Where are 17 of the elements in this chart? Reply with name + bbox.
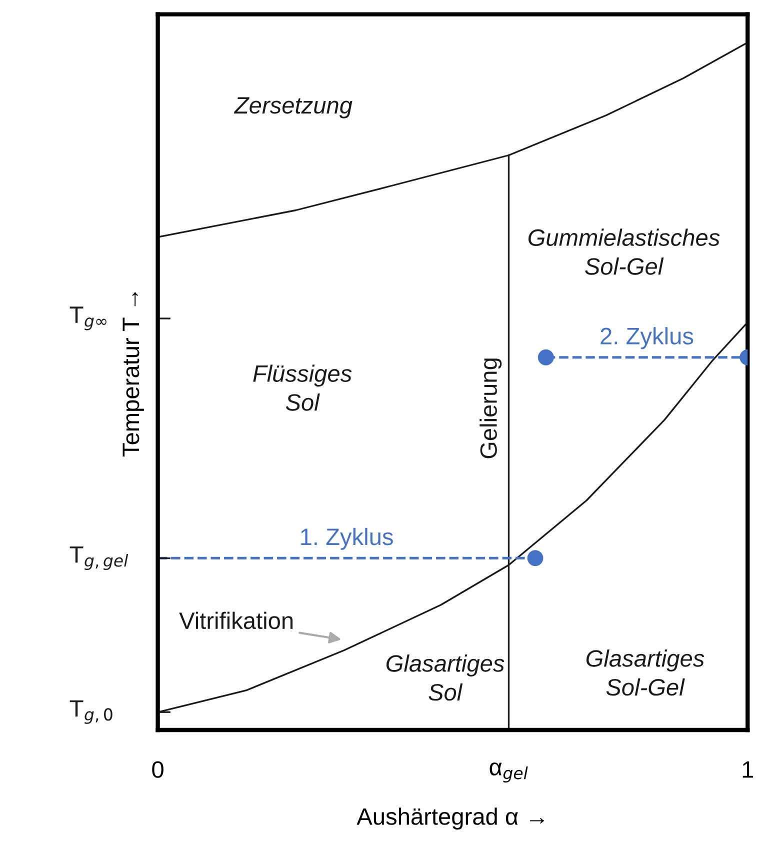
annotation: Flüssiges Sol bbox=[253, 364, 352, 411]
x-tick-label: α$_{gel}$ bbox=[490, 762, 528, 783]
annotation: Gummielastisches Sol-Gel bbox=[528, 228, 720, 275]
text: T$_{g,gel}$ bbox=[70, 546, 128, 570]
text: T$_{g∞}$ bbox=[70, 306, 106, 330]
annotation: Zersetzung bbox=[234, 97, 352, 118]
x-tick-label: 1 bbox=[742, 761, 754, 778]
x-tick-label: 0 bbox=[152, 761, 164, 778]
series-label: 2. Zyklus bbox=[600, 327, 694, 350]
text: Gelierung bbox=[480, 358, 502, 458]
y-axis-title: Temperatur T → bbox=[122, 292, 144, 456]
series-label: 1. Zyklus bbox=[301, 528, 393, 550]
series-label: Vitrifikation bbox=[179, 612, 293, 630]
text: T$_{g,0}$ bbox=[70, 700, 112, 724]
annotation: Glasartiges Sol bbox=[386, 654, 504, 701]
x-axis-title: Aushärtegrad α → bbox=[356, 808, 544, 830]
annotation: Glasartiges Sol-Gel bbox=[586, 649, 704, 696]
